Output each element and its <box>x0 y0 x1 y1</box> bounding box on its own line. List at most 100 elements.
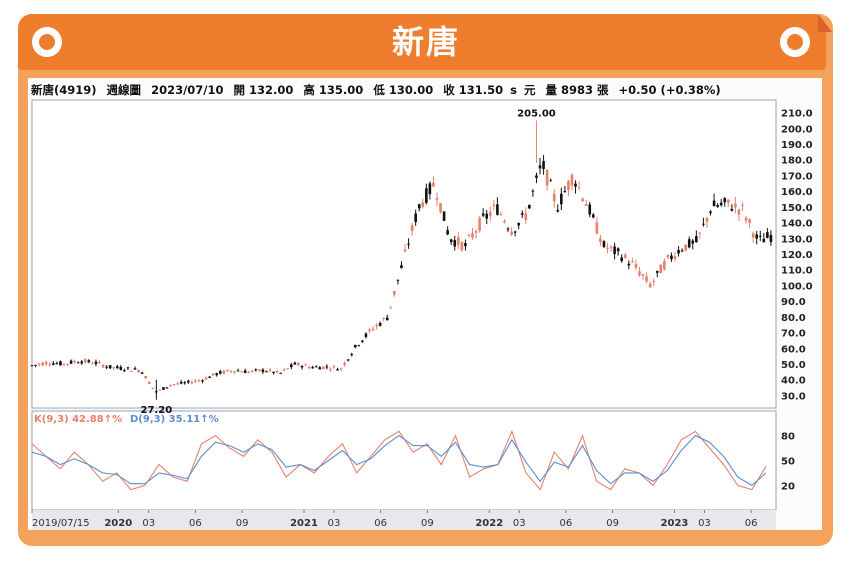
x-tick-label: 03 <box>328 518 341 529</box>
quote-info-bar: 新唐(4919) 週線圖 2023/07/10 開 132.00 高 135.0… <box>31 82 727 98</box>
candle-body <box>655 270 659 273</box>
candle-body <box>460 241 464 251</box>
candle-body <box>588 204 592 215</box>
candle-body <box>162 387 165 390</box>
volume: 量 8983 張 <box>545 83 609 97</box>
candle-body <box>552 193 556 202</box>
close-price: 收 131.50 <box>443 83 504 97</box>
candle-body <box>222 370 226 374</box>
candle-body <box>265 371 268 373</box>
candle-body <box>254 369 258 371</box>
candle-body <box>318 367 322 370</box>
candle-body <box>730 209 734 211</box>
candle-body <box>496 204 499 215</box>
price-tick-label: 100.0 <box>781 281 813 292</box>
candle-body <box>439 203 442 213</box>
candle-body <box>272 371 275 374</box>
candle-body <box>510 231 513 235</box>
candle-body <box>492 204 496 206</box>
candle-body <box>261 369 265 373</box>
candle-body <box>350 354 354 356</box>
candle-body <box>126 367 130 369</box>
candle-body <box>76 362 80 364</box>
high-annotation: 205.00 <box>517 108 556 119</box>
candle-body <box>158 389 162 391</box>
x-tick-label: 2020 <box>104 518 132 529</box>
candle-body <box>371 328 375 331</box>
candle-body <box>595 222 599 234</box>
candle-body <box>464 243 467 247</box>
candle-body <box>378 322 382 326</box>
price-tick-label: 60.0 <box>781 344 806 355</box>
candle-body <box>375 324 378 327</box>
candle-body <box>499 214 503 216</box>
candle-body <box>215 373 219 376</box>
candle-body <box>517 222 520 226</box>
candle-body <box>226 369 229 372</box>
candle-body <box>80 361 84 364</box>
candle-body <box>574 183 577 187</box>
candle-body <box>485 213 489 219</box>
candle-body <box>695 236 698 243</box>
candle-body <box>645 276 648 282</box>
candle-body <box>680 250 684 252</box>
chart-period: 週線圖 <box>106 83 142 97</box>
candle-body <box>357 345 361 347</box>
candle-body <box>293 362 297 365</box>
candle-body <box>670 255 673 260</box>
candle-body <box>726 199 730 203</box>
banner-dot-left <box>32 27 62 57</box>
candle-body <box>623 254 627 258</box>
candle-body <box>705 217 709 222</box>
time-axis-band <box>32 510 776 530</box>
candle-body <box>297 362 300 366</box>
candle-body <box>435 197 439 200</box>
candle-body <box>194 380 197 382</box>
low-price: 低 130.00 <box>373 83 434 97</box>
page-title: 新唐 <box>391 23 460 61</box>
candle-body <box>638 271 641 276</box>
price-tick-label: 120.0 <box>781 250 813 261</box>
candle-body <box>407 243 410 245</box>
candle-body <box>744 217 748 221</box>
candle-body <box>627 263 631 266</box>
candle-body <box>634 264 638 268</box>
candle-body <box>94 361 98 364</box>
candle-body <box>702 223 705 225</box>
candle-body <box>577 187 581 189</box>
candle-body <box>204 377 208 380</box>
candle-body <box>130 370 133 372</box>
candle-body <box>613 246 616 255</box>
candle-body <box>400 265 403 269</box>
candle-body <box>609 246 613 248</box>
candle-body <box>101 364 105 368</box>
stock-name: 新唐(4919) <box>31 83 97 97</box>
kd-tick-label: 20 <box>781 481 795 492</box>
candle-body <box>513 231 517 233</box>
candle-body <box>233 371 236 373</box>
candle-body <box>606 247 609 249</box>
candle-body <box>108 365 112 369</box>
x-tick-label: 03 <box>698 518 711 529</box>
kd-tick-label: 80 <box>781 432 795 443</box>
candle-body <box>751 233 755 238</box>
price-tick-label: 150.0 <box>781 203 813 214</box>
candle-body <box>41 362 44 366</box>
price-tick-label: 40.0 <box>781 376 806 387</box>
candle-body <box>563 191 567 193</box>
x-tick-label: 06 <box>374 518 387 529</box>
candle-body <box>755 234 759 239</box>
candle-body <box>748 219 751 223</box>
candle-body <box>190 382 194 384</box>
candle-body <box>481 213 485 216</box>
candle-body <box>691 240 695 244</box>
candle-body <box>471 232 474 238</box>
x-tick-label: 2019/07/15 <box>32 518 90 529</box>
x-tick-label: 06 <box>189 518 202 529</box>
candle-body <box>709 211 712 214</box>
candle-body <box>442 211 446 221</box>
price-tick-label: 50.0 <box>781 360 806 371</box>
candle-body <box>396 279 400 281</box>
candle-body <box>556 209 560 212</box>
candle-body <box>314 366 318 368</box>
